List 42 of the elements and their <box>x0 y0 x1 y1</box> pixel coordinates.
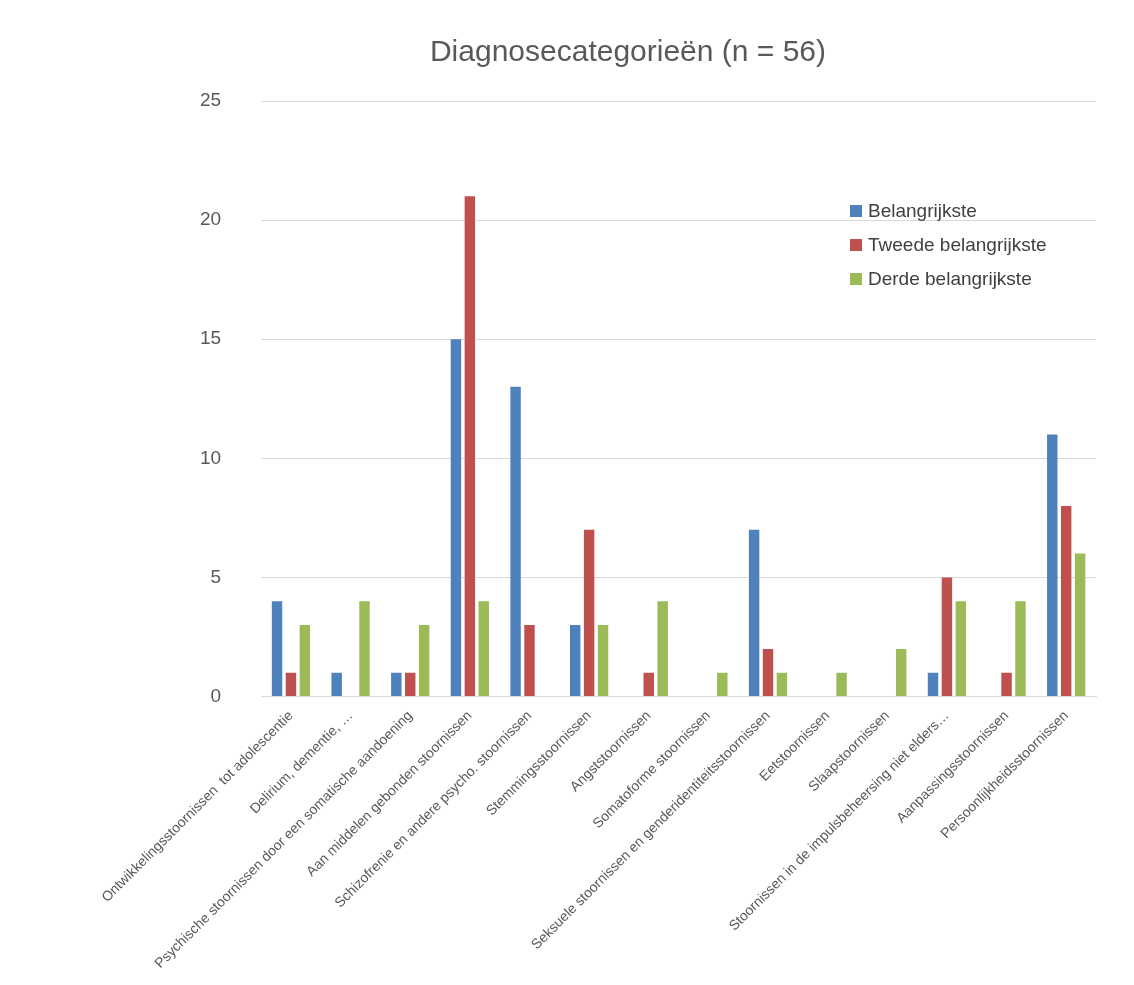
bar <box>391 672 402 697</box>
legend-label: Derde belangrijkste <box>868 268 1032 290</box>
chart-title: Diagnosecategorieën (n = 56) <box>429 34 827 68</box>
y-tick-label: 5 <box>210 565 222 587</box>
bar <box>717 672 728 697</box>
bar <box>643 672 654 697</box>
bar <box>1074 553 1086 697</box>
bar <box>510 386 521 697</box>
bar <box>762 648 774 697</box>
y-tick-label: 20 <box>199 208 222 230</box>
bar <box>418 625 430 697</box>
bar <box>569 625 581 697</box>
bar <box>299 625 311 697</box>
bar <box>955 601 967 697</box>
bar <box>895 648 907 697</box>
bar <box>941 577 953 697</box>
legend-label: Tweede belangrijkste <box>868 234 1047 256</box>
bar <box>405 672 416 697</box>
bar <box>1015 601 1026 697</box>
bar <box>331 672 342 697</box>
y-tick-label: 25 <box>199 89 222 111</box>
bar <box>271 601 283 697</box>
bar <box>1060 505 1072 697</box>
bar <box>657 601 668 697</box>
bar <box>583 529 595 697</box>
bar <box>478 601 489 697</box>
bar <box>359 601 370 697</box>
bar <box>524 625 535 697</box>
bar <box>776 672 788 697</box>
bar <box>927 672 939 697</box>
bar <box>748 529 760 697</box>
y-tick-label: 10 <box>199 446 222 468</box>
bar <box>464 196 476 697</box>
bar <box>1047 434 1058 697</box>
y-tick-label: 15 <box>199 327 222 349</box>
bar <box>597 625 609 697</box>
bar <box>1001 672 1012 697</box>
legend-label: Belangrijkste <box>868 200 977 222</box>
y-tick-label: 0 <box>210 684 222 706</box>
bar <box>836 672 847 697</box>
bar <box>450 339 462 697</box>
bar <box>285 672 297 697</box>
